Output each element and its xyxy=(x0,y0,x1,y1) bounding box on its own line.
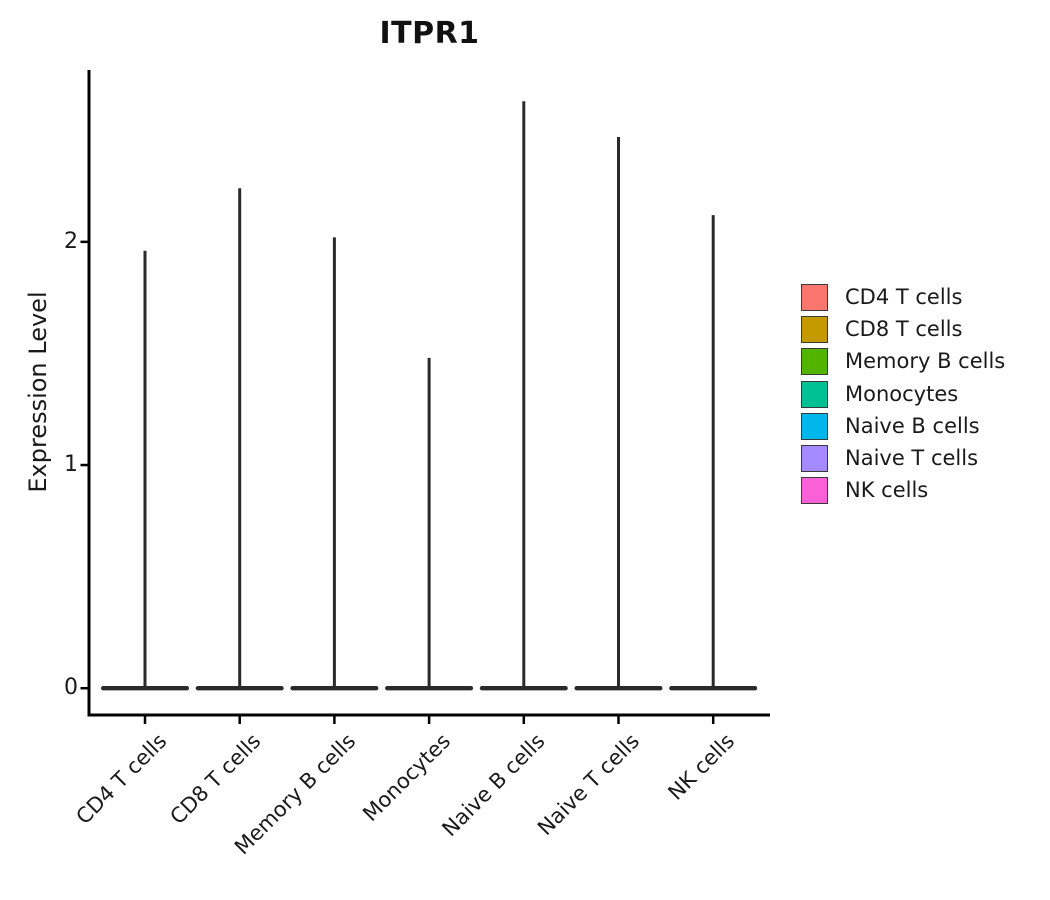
legend-swatch-nk-cells xyxy=(801,477,828,505)
legend-swatch-naive-b-cells xyxy=(801,412,828,440)
legend-swatch-naive-t-cells xyxy=(801,445,828,472)
legend-swatch-cd8-t-cells xyxy=(801,316,828,344)
violin-base-naive-b-cells xyxy=(479,686,568,691)
violin-base-nk-cells xyxy=(669,686,758,691)
y-tick-label-0: 0 xyxy=(64,675,78,701)
violin-base-cd8-t-cells xyxy=(195,686,284,691)
legend-swatch-monocytes xyxy=(801,380,828,408)
legend-label-cd8-t-cells: CD8 T cells xyxy=(845,317,963,342)
legend-label-naive-b-cells: Naive B cells xyxy=(845,413,980,438)
violin-base-memory-b-cells xyxy=(290,686,379,691)
legend-label-naive-t-cells: Naive T cells xyxy=(845,446,979,470)
y-tick-label-1: 1 xyxy=(64,452,78,478)
legend-label-cd4-t-cells: CD4 T cells xyxy=(845,285,963,309)
violin-base-monocytes xyxy=(385,686,474,691)
violin-base-cd4-t-cells xyxy=(101,686,189,691)
legend-label-memory-b-cells: Memory B cells xyxy=(845,349,1006,374)
y-tick-label-2: 2 xyxy=(64,228,78,254)
legend-label-monocytes: Monocytes xyxy=(845,381,959,406)
chart-title: ITPR1 xyxy=(379,16,480,51)
legend-swatch-cd4-t-cells xyxy=(801,284,828,311)
legend-swatch-memory-b-cells xyxy=(801,348,828,376)
violin-base-naive-t-cells xyxy=(574,686,663,691)
legend-label-nk-cells: NK cells xyxy=(845,478,929,503)
